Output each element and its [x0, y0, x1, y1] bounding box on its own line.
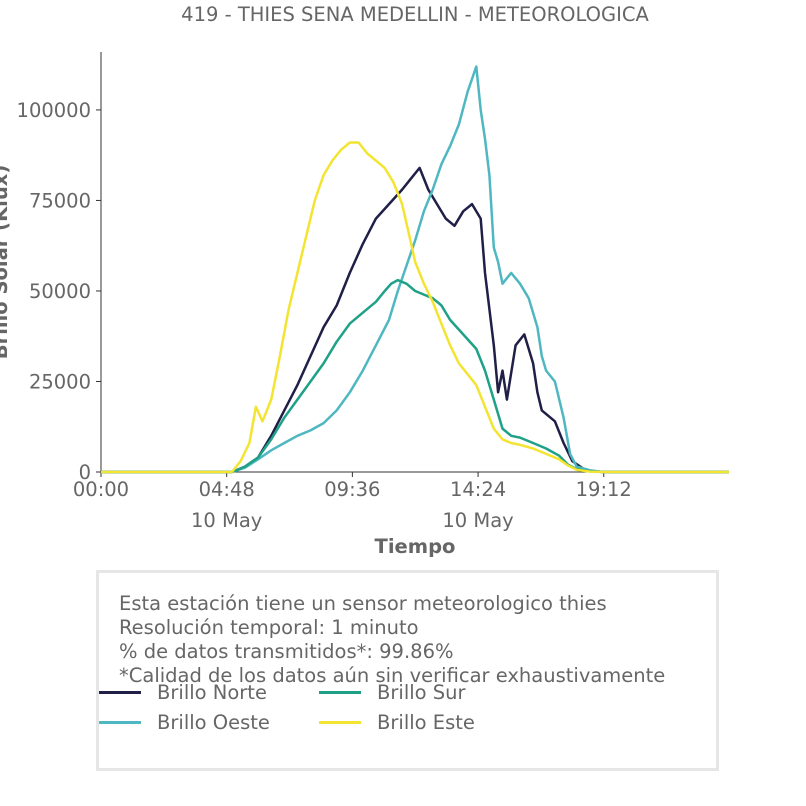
legend-swatch-este [319, 720, 361, 724]
temporal-resolution: Resolución temporal: 1 minuto [119, 616, 419, 639]
legend-item-brillo-norte: Brillo Norte [99, 680, 267, 704]
y-tick-label: 50000 [29, 280, 91, 303]
info-legend-box: Esta estación tiene un sensor meteorolog… [96, 570, 719, 771]
y-tick-label: 100000 [17, 99, 91, 122]
y-axis: 0 25000 50000 75000 100000 [17, 52, 102, 484]
series-line-brillo-sur [101, 278, 729, 474]
chart-title: 419 - THIES SENA MEDELLIN - METEOROLOGIC… [181, 3, 649, 26]
series-line-brillo-norte [101, 166, 729, 474]
series-line-brillo-este [101, 141, 729, 474]
legend-swatch-oeste [99, 720, 141, 724]
legend-item-brillo-este: Brillo Este [319, 710, 475, 734]
x-tick-label: 04:48 [199, 478, 255, 501]
legend-label-oeste: Brillo Oeste [157, 710, 270, 734]
station-description: Esta estación tiene un sensor meteorolog… [119, 592, 607, 615]
legend-label-este: Brillo Este [377, 710, 475, 734]
x-tick-label: 09:36 [324, 478, 380, 501]
x-tick-date-label: 10 May [191, 509, 262, 532]
x-tick-label: 19:12 [576, 478, 632, 501]
legend-swatch-sur [319, 690, 361, 694]
x-axis: 00:00 04:48 10 May 09:36 14:24 10 May 19:12 [73, 471, 729, 532]
data-transmitted-percent: % de datos transmitidos*: 99.86% [119, 640, 454, 663]
x-axis-label: Tiempo [375, 535, 456, 558]
y-tick-label: 25000 [29, 370, 91, 393]
series-group [101, 65, 729, 474]
y-tick-label: 0 [79, 461, 91, 484]
x-tick-date-label: 10 May [442, 509, 513, 532]
legend-item-brillo-oeste: Brillo Oeste [99, 710, 270, 734]
x-tick-label: 00:00 [73, 478, 129, 501]
series-line-brillo-oeste [101, 65, 729, 474]
data-quality-note: *Calidad de los datos aún sin verificar … [119, 664, 666, 687]
y-axis-label: Brillo Solar (Klux) [0, 165, 12, 360]
legend-item-brillo-sur: Brillo Sur [319, 680, 466, 704]
y-tick-label: 75000 [29, 189, 91, 212]
x-tick-label: 14:24 [450, 478, 506, 501]
legend-label-sur: Brillo Sur [377, 680, 466, 704]
legend-swatch-norte [99, 690, 141, 694]
legend-label-norte: Brillo Norte [157, 680, 267, 704]
chart: 419 - THIES SENA MEDELLIN - METEOROLOGIC… [0, 3, 729, 558]
